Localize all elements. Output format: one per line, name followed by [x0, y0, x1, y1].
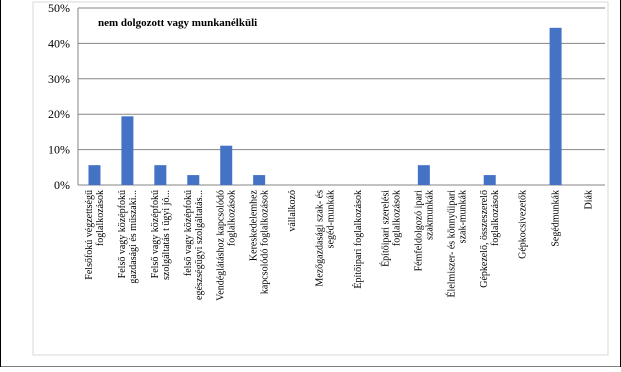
bar [187, 175, 200, 185]
x-tick-label-line: foglalkozások [227, 190, 238, 246]
x-tick-label: Fémfeldolgozó ipariszakmunkák [413, 190, 435, 272]
x-tick-label-line: szak-munkák [457, 190, 468, 243]
chart-title: nem dolgozott vagy munkanélküli [98, 17, 257, 29]
bar [253, 175, 266, 185]
x-tick-label-line: Építőipari szerelési [379, 190, 391, 267]
bar [88, 165, 101, 185]
x-tick-label: Kereskedelemhezkapcsolódó foglalkozások [249, 189, 271, 294]
x-tick-label-line: Felsőfokú végzettségű [84, 190, 95, 280]
x-tick-label: Diák [584, 190, 595, 209]
x-tick-label-line: Élelmiszer- és könnyűipari [445, 190, 457, 298]
x-tick-label-line: Kereskedelemhez [249, 189, 260, 261]
x-tick-label-line: Gépkocsivezetők [518, 190, 529, 259]
bar [483, 175, 496, 185]
y-tick-label: 30% [48, 72, 70, 86]
y-tick-label: 0% [54, 178, 70, 192]
x-tick-label-line: foglalkozások [490, 190, 501, 246]
x-tick-label: Építőipari foglalkozások [352, 190, 364, 289]
x-tick-label-line: egészségügyi szolgáltatás... [194, 190, 205, 300]
bar [220, 145, 233, 185]
y-tick-label: 50% [48, 1, 70, 15]
x-tick-label: Építőipari szerelésifoglalkozások [379, 190, 402, 267]
x-tick-label-line: Segédmunkák [551, 190, 562, 247]
bar [417, 165, 430, 185]
x-tick-label-line: Gépkezelő, összeszerelő [479, 190, 490, 288]
x-tick-label: Felső vagy középfokúgazdasági és műszaki… [117, 190, 139, 284]
x-tick-label-line: Vendéglátáshoz kapcsolódó [216, 190, 227, 301]
x-tick-label-line: Felső vagy középfokú [150, 190, 161, 278]
y-tick-label: 10% [48, 143, 70, 157]
x-tick-label-line: felső vagy középfokú [183, 190, 194, 276]
x-tick-label-line: szolgáltatás t ügyi jó... [161, 190, 172, 280]
x-tick-label-line: foglalkozások [95, 190, 106, 246]
x-tick-label: Gépkocsivezetők [518, 190, 529, 259]
x-tick-label-line: Diák [584, 190, 595, 209]
bar-series [88, 27, 562, 185]
x-tick-label-line: foglalkozások [391, 190, 402, 246]
x-tick-label: Segédmunkák [551, 190, 562, 247]
y-tick-label: 20% [48, 107, 70, 121]
x-tick-label: vállalkozó [287, 190, 298, 232]
x-tick-label-line: kapcsolódó foglalkozások [260, 190, 271, 294]
x-tick-label-line: Fémfeldolgozó ipari [413, 190, 424, 272]
x-tick-label-line: vállalkozó [287, 190, 298, 232]
x-tick-label: Mezőgazdasági szak- éssegéd-munkák [315, 190, 337, 287]
plot-area-border [32, 1, 609, 356]
y-tick-label: 40% [48, 36, 70, 50]
x-tick-label-line: szakmunkák [424, 190, 435, 240]
x-axis-labels: Felsőfokú végzettségűfoglalkozások Felső … [84, 189, 595, 300]
x-tick-label-line: segéd-munkák [326, 190, 337, 248]
x-tick-label: Élelmiszer- és könnyűipariszak-munkák [445, 190, 468, 298]
bar [154, 165, 167, 185]
x-tick-label: Vendéglátáshoz kapcsolódófoglalkozások [216, 190, 238, 301]
y-axis: 0% 10% 20% 30% 40% 50% [48, 1, 79, 192]
x-tick-label: felső vagy középfokúegészségügyi szolgál… [183, 190, 205, 300]
x-tick-label: Felsőfokú végzettségűfoglalkozások [84, 190, 106, 280]
x-tick-label-line: Felső vagy középfokú [117, 190, 128, 278]
x-tick-label-line: Mezőgazdasági szak- és [315, 190, 326, 287]
x-tick-label: Gépkezelő, összeszerelőfoglalkozások [479, 190, 501, 288]
x-tick-label-line: gazdasági és műszaki... [128, 190, 139, 284]
bar [549, 27, 562, 185]
bar [121, 116, 134, 185]
x-tick-label: Felső vagy középfokúszolgáltatás t ügyi … [150, 190, 172, 280]
x-tick-label-line: Építőipari foglalkozások [352, 190, 364, 289]
